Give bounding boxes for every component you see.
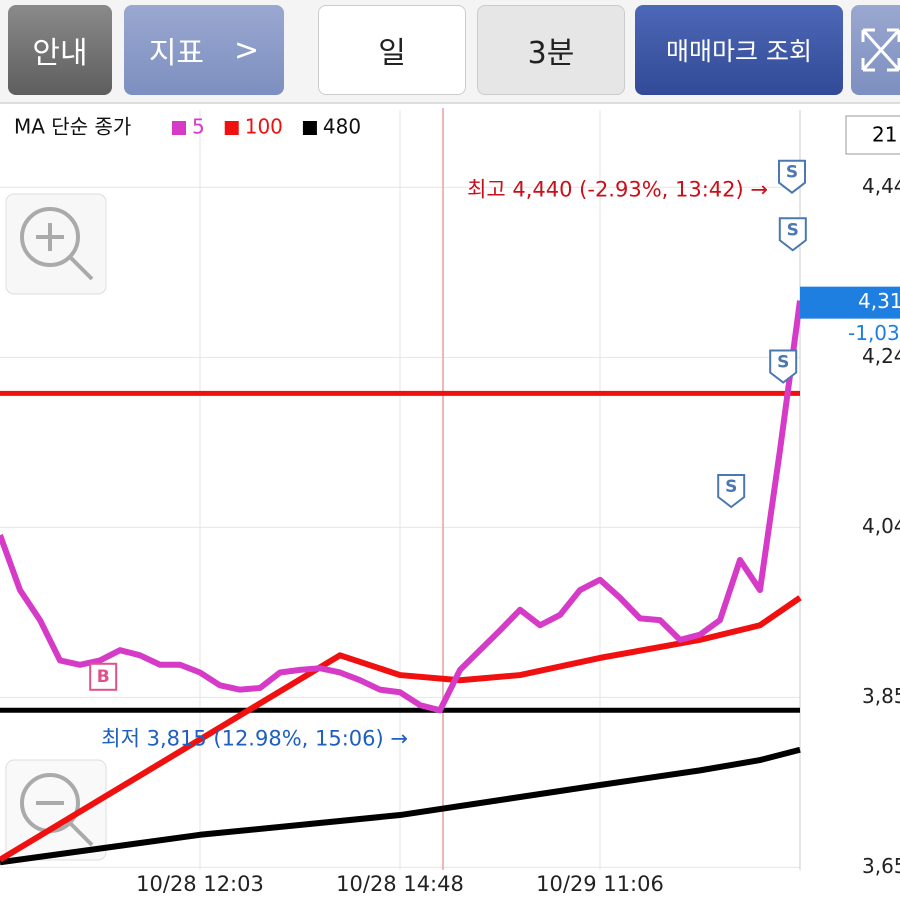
y-tick-label: 4,44 [862, 174, 900, 198]
indicator-arrow: > [234, 32, 260, 68]
y-tick-label: 4,04 [862, 514, 900, 538]
signal-box [89, 662, 118, 691]
legend-swatch [224, 121, 239, 135]
signal-box [717, 474, 746, 509]
price-change: -1,03 [848, 321, 900, 345]
legend-swatch [302, 121, 317, 135]
y-tick-label: 3,85 [862, 684, 900, 708]
price-tag-text: 4,31 [858, 289, 900, 313]
legend-label: 5 [192, 115, 205, 139]
signal-label: B [97, 667, 110, 687]
annotation: 최고 4,440 (-2.93%, 13:42) → [467, 178, 768, 202]
expand-icon [861, 28, 900, 72]
top-box [845, 115, 900, 155]
period-button[interactable]: 일 [318, 5, 466, 95]
y-tick-label: 4,24 [862, 344, 900, 368]
expand-button[interactable] [851, 5, 900, 95]
signal-marker: S [717, 474, 746, 509]
ma-line [0, 300, 803, 714]
signal-box [778, 217, 807, 252]
signal-marker: S [778, 217, 807, 252]
trade-marks-button[interactable]: 매매마크 조회 [635, 5, 843, 95]
interval-button[interactable]: 3분 [477, 5, 625, 95]
x-tick-label: 10/28 14:48 [336, 872, 464, 896]
annotation: 최저 3,815 (12.98%, 15:06) → [101, 726, 408, 750]
price-tag [800, 286, 900, 319]
legend-label: 100 [245, 115, 283, 139]
legend-title: MA 단순 종가 [14, 115, 131, 139]
signal-marker: S [778, 159, 806, 194]
toolbar: 안내 지표 > 일 3분 매매마크 조회 [0, 0, 900, 104]
guide-button[interactable]: 안내 [8, 5, 112, 95]
ma-line [0, 595, 802, 863]
legend-swatch [172, 121, 186, 135]
signal-label: S [786, 163, 798, 183]
y-tick-label: 3,65 [862, 854, 900, 878]
chart: MA 단순 종가 21 4,44 4,24 4,04 3,85 3,65 10/28 12… [0, 108, 900, 896]
signal-marker: B [89, 662, 118, 691]
indicator-button[interactable]: 지표 > [124, 5, 284, 95]
x-tick-label: 10/29 11:06 [536, 872, 664, 896]
signal-box [769, 349, 798, 384]
signal-box [778, 159, 806, 194]
signal-marker: S [769, 349, 798, 384]
legend-label: 480 [323, 115, 361, 139]
zoom-in[interactable] [5, 193, 107, 295]
signal-label: S [787, 220, 799, 240]
indicator-label: 지표 [148, 36, 205, 71]
x-tick-label: 10/28 12:03 [136, 872, 264, 896]
top-box-text: 21 [872, 123, 897, 147]
signal-label: S [777, 353, 789, 373]
signal-label: S [725, 477, 737, 497]
ma-line [0, 746, 801, 866]
